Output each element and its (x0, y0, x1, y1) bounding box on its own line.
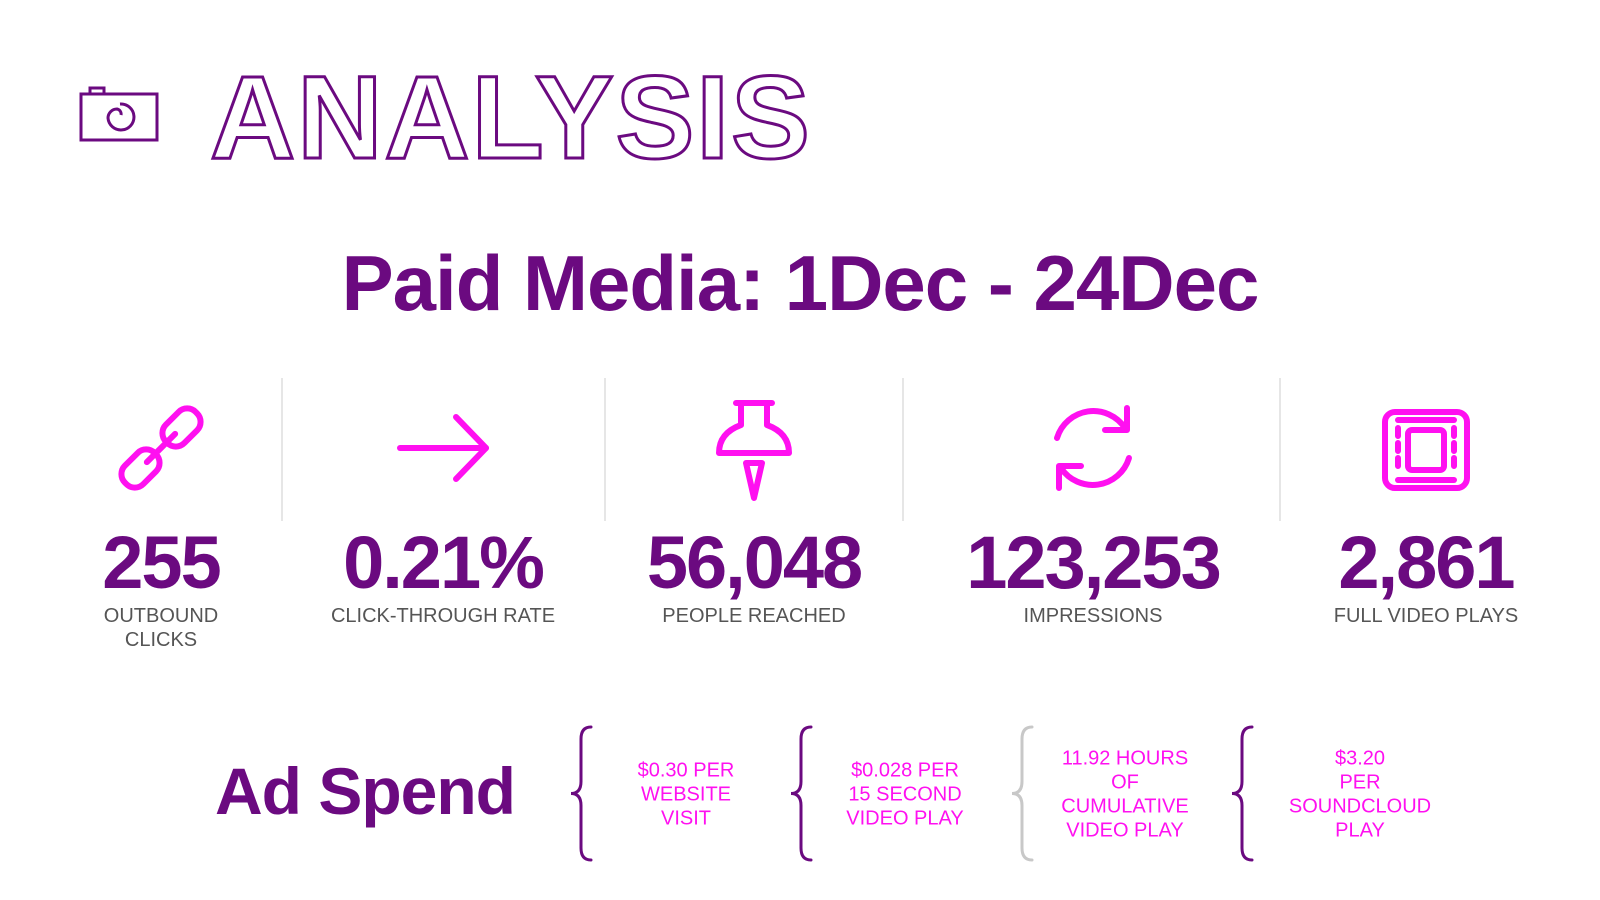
stat-label: IMPRESSIONS (1024, 605, 1163, 627)
ad-spend-item: 11.92 HOURS (1062, 748, 1188, 770)
ad-spend-item: WEBSITE (641, 784, 731, 806)
ad-spend-item: VISIT (661, 808, 711, 830)
subtitle: Paid Media: 1Dec - 24Dec (342, 239, 1259, 327)
stat-label: FULL VIDEO PLAYS (1334, 605, 1519, 627)
ad-spend-item: $3.20 (1335, 748, 1385, 770)
stat-value: 2,861 (1338, 521, 1514, 604)
ad-spend-item: SOUNDCLOUD (1289, 796, 1431, 818)
brace (570, 725, 593, 862)
stat-value: 123,253 (966, 521, 1220, 604)
camera-icon (79, 86, 159, 142)
title: ANALYSIS (210, 52, 812, 184)
stat-value: 255 (102, 521, 220, 604)
stat-label: CLICK-THROUGH RATE (331, 605, 555, 627)
ad-spend-item: VIDEO PLAY (1066, 820, 1183, 842)
ad-spend-item: $0.30 PER (638, 760, 735, 782)
stat-label: CLICKS (125, 629, 197, 651)
brace (790, 725, 813, 862)
link-icon (118, 405, 204, 491)
brace (1011, 725, 1034, 862)
refresh-icon (1054, 405, 1132, 491)
pin-icon (716, 400, 792, 501)
stat-value: 56,048 (647, 521, 861, 604)
brace (1231, 725, 1254, 862)
stat-value: 0.21% (343, 521, 543, 604)
arrow-icon (397, 414, 489, 482)
film-icon (1382, 409, 1470, 491)
stat-label: PEOPLE REACHED (662, 605, 845, 627)
ad-spend-item: $0.028 PER (851, 760, 959, 782)
ad-spend-item: PER (1339, 772, 1380, 794)
ad-spend-item: OF (1111, 772, 1139, 794)
ad-spend-item: VIDEO PLAY (846, 808, 963, 830)
stat-label: OUTBOUND (104, 605, 218, 627)
ad-spend-title: Ad Spend (215, 754, 515, 828)
ad-spend-item: CUMULATIVE (1061, 796, 1188, 818)
ad-spend-item: 15 SECOND (848, 784, 961, 806)
ad-spend-item: PLAY (1335, 820, 1385, 842)
